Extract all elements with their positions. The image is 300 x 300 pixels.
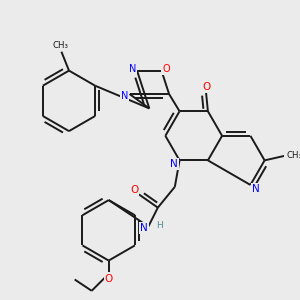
Text: O: O — [105, 274, 113, 284]
Text: N: N — [140, 224, 148, 233]
Text: N: N — [121, 91, 128, 101]
Text: N: N — [170, 159, 178, 169]
Text: N: N — [252, 184, 260, 194]
Text: O: O — [202, 82, 210, 92]
Text: N: N — [129, 64, 136, 74]
Text: CH₃: CH₃ — [287, 151, 300, 160]
Text: O: O — [130, 185, 138, 195]
Text: CH₃: CH₃ — [52, 40, 68, 50]
Text: O: O — [162, 64, 170, 74]
Text: H: H — [156, 221, 163, 230]
